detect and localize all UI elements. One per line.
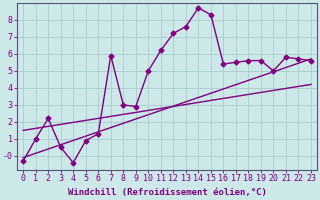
X-axis label: Windchill (Refroidissement éolien,°C): Windchill (Refroidissement éolien,°C) [68, 188, 267, 197]
